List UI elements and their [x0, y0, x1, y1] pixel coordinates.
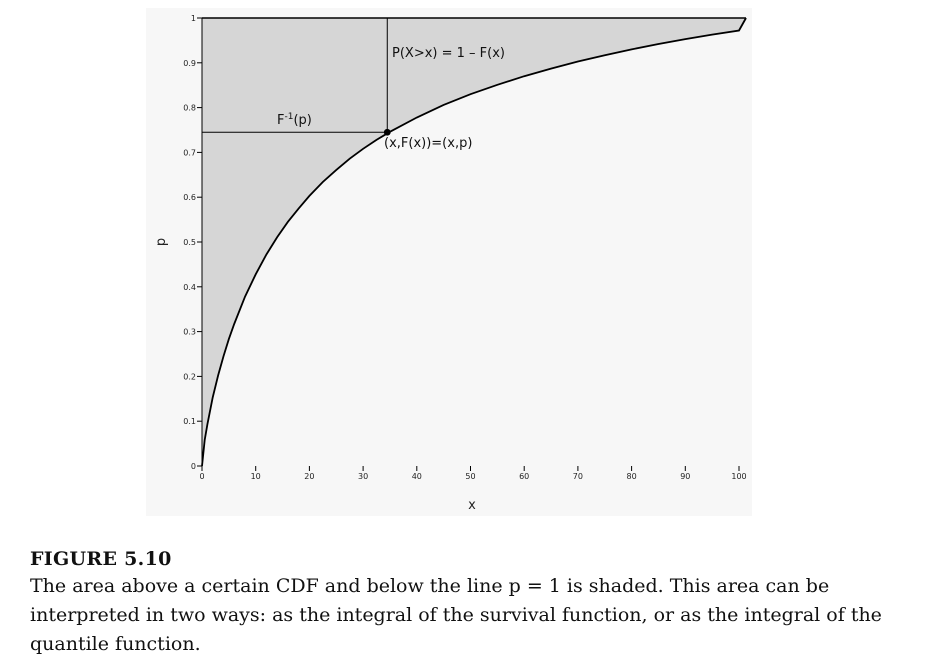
- point-annotation: (x,F(x))=(x,p): [384, 136, 472, 151]
- caption-text: The area above a certain CDF and below t…: [30, 575, 882, 655]
- y-axis-ticks: 0 0.1 0.2 0.3 0.4 0.5 0.6 0.7 0.8 0.9 1: [183, 14, 202, 471]
- x-tick-label: 0: [199, 472, 204, 481]
- y-tick-label: 1: [191, 14, 196, 23]
- quantile-base: F: [277, 113, 284, 128]
- y-tick-label: 0.2: [183, 372, 196, 381]
- shaded-area: [202, 18, 746, 466]
- x-tick-label: 70: [573, 472, 583, 481]
- y-tick-label: 0.1: [183, 417, 196, 426]
- figure-caption: FIGURE 5.10 The area above a certain CDF…: [30, 546, 900, 659]
- x-tick-label: 90: [680, 472, 690, 481]
- y-tick-label: 0: [191, 462, 196, 471]
- x-tick-label: 30: [358, 472, 368, 481]
- x-tick-label: 100: [731, 472, 746, 481]
- y-tick-label: 0.5: [183, 238, 196, 247]
- guide-lines: [202, 18, 388, 133]
- quantile-superscript: -1: [284, 112, 293, 122]
- y-tick-label: 0.4: [183, 283, 196, 292]
- x-tick-label: 60: [519, 472, 529, 481]
- quantile-annotation: F-1(p): [277, 112, 312, 128]
- cdf-curve: [201, 17, 747, 467]
- cdf-chart: 0 0.1 0.2 0.3 0.4 0.5 0.6 0.7 0.8 0.9 1 0 10 20 30 40 5…: [154, 14, 747, 513]
- x-tick-label: 50: [465, 472, 475, 481]
- y-tick-label: 0.6: [183, 193, 196, 202]
- x-tick-label: 10: [251, 472, 261, 481]
- y-tick-label: 0.7: [183, 148, 196, 157]
- y-tick-label: 0.8: [183, 104, 196, 113]
- caption-title: FIGURE 5.10: [30, 548, 172, 570]
- survival-annotation: P(X>x) = 1 – F(x): [392, 46, 505, 61]
- x-axis-title: x: [468, 498, 476, 513]
- quantile-argument: (p): [293, 113, 311, 128]
- y-tick-label: 0.3: [183, 328, 196, 337]
- x-tick-label: 40: [412, 472, 422, 481]
- x-tick-label: 80: [627, 472, 637, 481]
- x-tick-label: 20: [304, 472, 314, 481]
- highlight-point: [383, 128, 391, 136]
- y-tick-label: 0.9: [183, 59, 196, 68]
- x-axis-ticks: 0 10 20 30 40 50 60 70 80 90 100: [199, 466, 747, 481]
- y-axis-title: p: [154, 238, 169, 246]
